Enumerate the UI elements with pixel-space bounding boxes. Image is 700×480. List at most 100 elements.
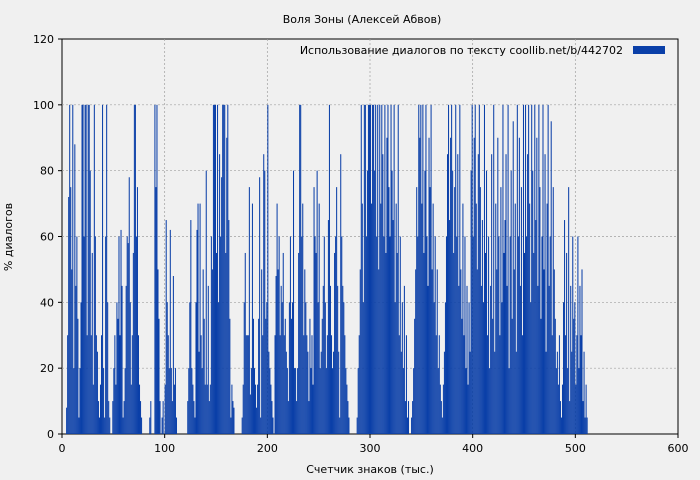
bar <box>475 203 477 434</box>
bar <box>280 285 282 434</box>
bar <box>348 417 350 434</box>
bar <box>567 368 569 434</box>
bar <box>276 203 278 434</box>
bar <box>407 401 410 434</box>
bar <box>137 335 139 434</box>
bar <box>136 187 138 434</box>
bar <box>201 368 203 434</box>
bar <box>120 229 122 434</box>
bar <box>287 401 289 434</box>
bar <box>193 401 195 434</box>
bar <box>242 384 244 434</box>
bar <box>495 203 497 434</box>
bar <box>508 368 510 434</box>
bar <box>476 269 478 434</box>
bar <box>347 401 349 434</box>
bar <box>127 243 129 434</box>
bar <box>248 187 250 434</box>
bar <box>540 318 542 434</box>
bar <box>198 351 200 434</box>
bar <box>281 302 283 434</box>
bar <box>130 384 132 434</box>
bar <box>275 276 277 434</box>
bar <box>116 302 118 434</box>
bar <box>288 302 290 434</box>
bar <box>438 335 440 434</box>
bar <box>332 368 334 434</box>
bar <box>225 252 227 434</box>
bar <box>568 187 570 434</box>
bar <box>412 401 414 434</box>
bar <box>323 236 325 434</box>
bar <box>522 104 524 434</box>
bar <box>297 368 299 434</box>
bar <box>574 302 576 434</box>
bar <box>533 252 535 434</box>
bar <box>251 203 253 434</box>
bar <box>117 318 119 434</box>
bar <box>302 203 304 434</box>
bar <box>553 269 555 434</box>
bar <box>209 384 211 434</box>
bar <box>218 302 220 434</box>
bar <box>334 252 336 434</box>
bar <box>516 104 518 434</box>
bar <box>270 384 272 434</box>
bar <box>89 170 91 434</box>
bar <box>214 104 216 434</box>
bar <box>309 318 311 434</box>
bar <box>413 368 415 434</box>
bar <box>74 144 76 435</box>
bar <box>227 104 229 434</box>
bar <box>223 104 225 434</box>
bar <box>563 302 565 434</box>
bar <box>583 351 585 434</box>
legend-swatch <box>633 46 665 54</box>
bar <box>402 368 404 434</box>
bar <box>279 335 281 434</box>
bar <box>246 335 248 434</box>
bar <box>222 104 224 434</box>
bar <box>135 236 137 434</box>
y-tick-label: 0 <box>47 428 54 441</box>
bar <box>376 236 378 434</box>
bar <box>118 236 120 434</box>
bar <box>427 285 429 434</box>
y-tick-label: 120 <box>33 33 54 46</box>
x-tick-label: 500 <box>565 442 586 455</box>
bar <box>128 177 130 434</box>
bar <box>71 269 73 434</box>
bar <box>315 252 317 434</box>
bar <box>343 302 345 434</box>
bar <box>384 104 386 434</box>
bar <box>307 351 309 434</box>
bar <box>203 318 205 434</box>
bar <box>320 351 322 434</box>
bar <box>421 203 423 434</box>
bar <box>360 104 362 434</box>
bar <box>233 407 235 434</box>
bar <box>277 269 279 434</box>
bar <box>425 104 427 434</box>
bar <box>491 154 493 435</box>
x-tick-label: 200 <box>257 442 278 455</box>
bar <box>517 236 519 434</box>
bar <box>390 104 392 434</box>
bar <box>570 285 572 434</box>
bar <box>398 335 400 434</box>
bar <box>484 252 487 434</box>
legend-label: Использование диалогов по тексту coollib… <box>300 44 623 57</box>
bar <box>268 351 270 434</box>
bar <box>124 368 126 434</box>
bar <box>259 177 261 434</box>
bar <box>525 104 527 434</box>
bar <box>542 104 544 434</box>
bar <box>507 104 509 434</box>
bar <box>434 236 436 434</box>
bar <box>527 154 529 435</box>
bar <box>229 318 231 434</box>
bar <box>502 104 504 434</box>
bar <box>442 384 444 434</box>
bar <box>278 236 280 434</box>
